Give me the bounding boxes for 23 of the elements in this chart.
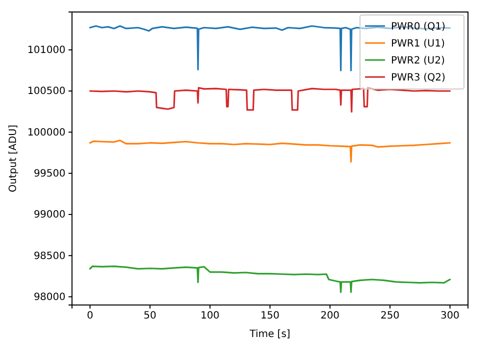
x-tick-label: 200: [320, 310, 340, 322]
x-tick-label: 100: [200, 310, 220, 322]
legend-label: PWR0 (Q1): [391, 22, 446, 32]
line-series: [89, 140, 451, 163]
y-tick-label: 101000: [27, 45, 66, 56]
y-tick-label: 98000: [34, 292, 66, 303]
y-tick-label: 100500: [27, 86, 66, 98]
legend-label: PWR1 (U1): [391, 38, 445, 50]
x-tick-label: 0: [86, 310, 94, 322]
legend-label: PWR2 (U2): [391, 56, 445, 66]
y-tick-label: 99500: [34, 168, 66, 180]
y-tick-label: 99000: [34, 210, 66, 221]
x-tick-label: 300: [440, 310, 460, 322]
x-tick-label: 50: [144, 310, 156, 322]
line-series: [89, 266, 451, 294]
y-tick-label: 100000: [27, 127, 66, 138]
y-tick-label: 98500: [34, 250, 66, 262]
legend-label: PWR3 (Q2): [391, 72, 446, 84]
x-tick-label: 150: [260, 310, 280, 322]
y-axis-title: Output [ADU]: [8, 124, 19, 192]
x-tick-label: 250: [380, 310, 400, 322]
x-axis-title: Time [s]: [248, 329, 290, 340]
line-series: [89, 86, 451, 113]
